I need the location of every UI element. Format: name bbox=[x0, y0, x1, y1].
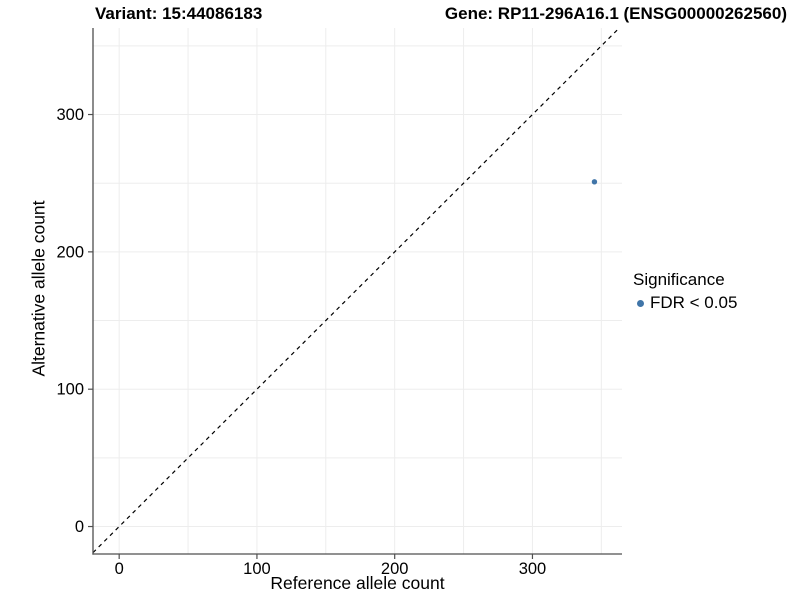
legend-item-fdr: FDR < 0.05 bbox=[633, 293, 737, 313]
y-tick-label: 300 bbox=[56, 106, 84, 124]
legend: Significance FDR < 0.05 bbox=[633, 270, 737, 313]
x-tick-label: 300 bbox=[519, 560, 547, 578]
x-tick-label: 200 bbox=[381, 560, 409, 578]
x-axis-title: Reference allele count bbox=[270, 573, 445, 593]
x-tick-label: 100 bbox=[243, 560, 271, 578]
gene-title: Gene: RP11-296A16.1 (ENSG00000262560) bbox=[444, 4, 787, 23]
legend-point-icon bbox=[637, 299, 644, 307]
identity-line bbox=[92, 27, 620, 554]
variant-title: Variant: 15:44086183 bbox=[95, 4, 263, 23]
x-tick-label: 0 bbox=[115, 560, 124, 578]
legend-title: Significance bbox=[633, 270, 725, 289]
data-point bbox=[591, 179, 598, 185]
y-axis-title: Alternative allele count bbox=[28, 200, 49, 377]
y-tick-label: 100 bbox=[56, 381, 84, 399]
y-tick-label: 0 bbox=[75, 518, 84, 536]
legend-item-label: FDR < 0.05 bbox=[650, 293, 738, 312]
y-tick-label: 200 bbox=[56, 243, 84, 261]
